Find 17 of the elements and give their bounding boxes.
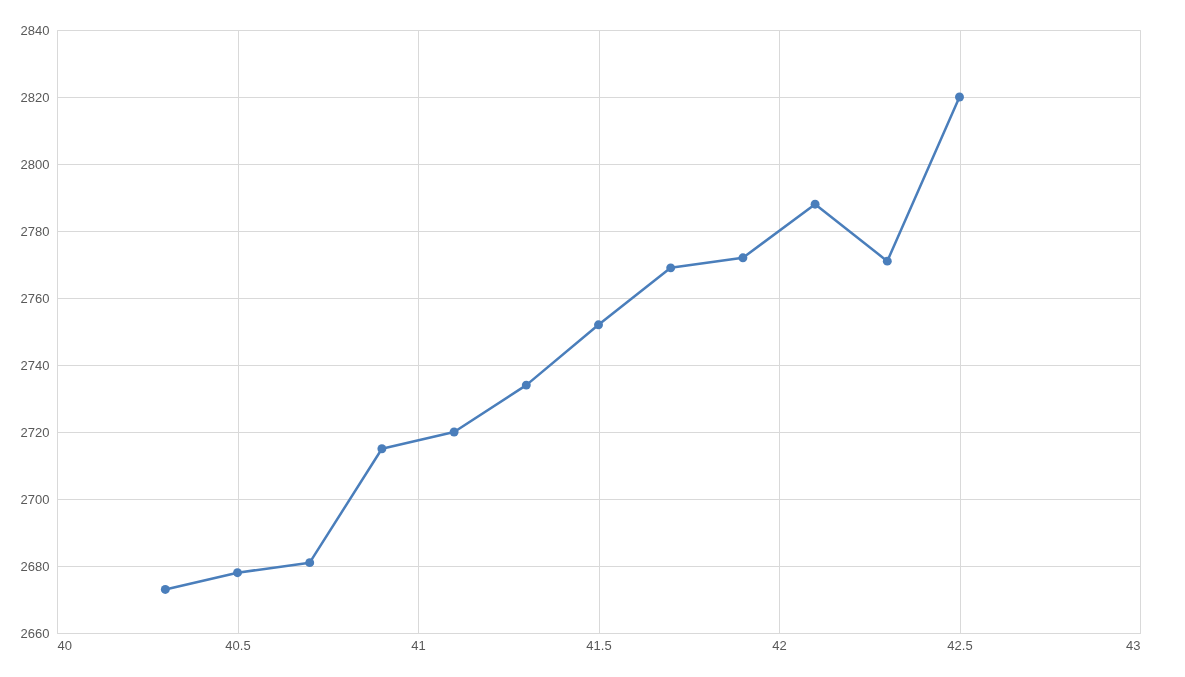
- x-tick-label: 42: [772, 637, 787, 653]
- y-tick-label: 2720: [20, 424, 50, 440]
- y-tick-label: 2800: [20, 156, 50, 172]
- x-tick-label: 43: [1126, 637, 1141, 653]
- y-tick-label: 2740: [20, 357, 50, 373]
- y-tick-label: 2760: [20, 290, 50, 306]
- x-tick-label: 42.5: [947, 637, 973, 653]
- x-tick-label: 41.5: [586, 637, 612, 653]
- y-tick-label: 2700: [20, 491, 50, 507]
- y-tick-label: 2820: [20, 89, 50, 105]
- x-tick-label: 40.5: [225, 637, 251, 653]
- y-tick-label: 2680: [20, 558, 50, 574]
- y-tick-label: 2660: [20, 625, 50, 641]
- y-tick-label: 2840: [20, 22, 50, 38]
- y-tick-label: 2780: [20, 223, 50, 239]
- x-tick-label: 40: [57, 637, 72, 653]
- x-tick-label: 41: [411, 637, 426, 653]
